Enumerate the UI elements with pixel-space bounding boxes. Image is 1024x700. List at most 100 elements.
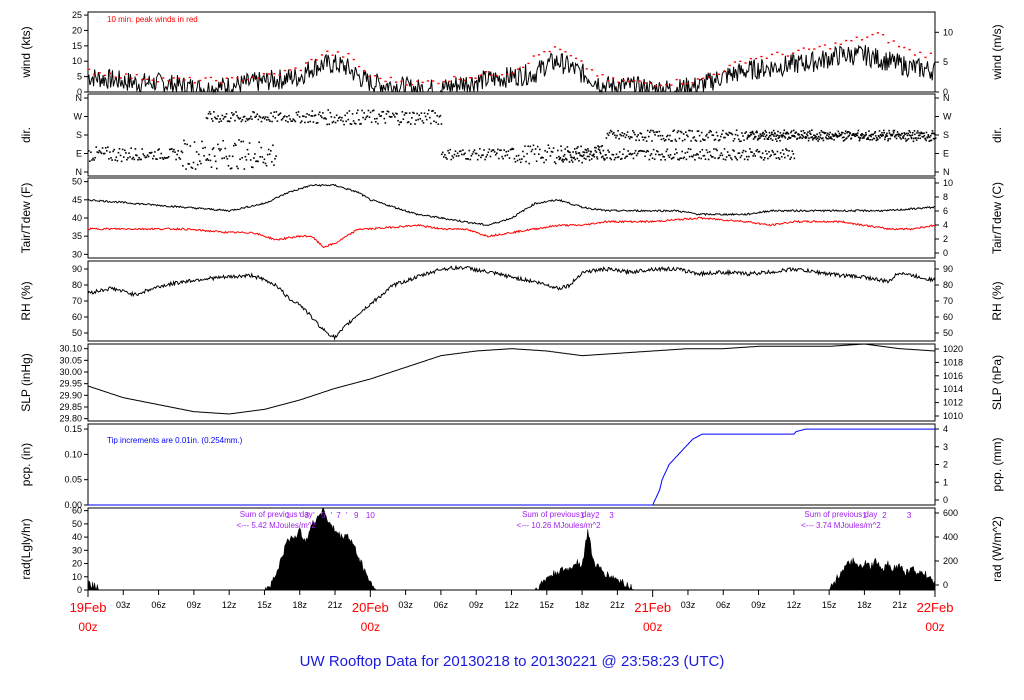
direction-point	[759, 156, 762, 158]
direction-point	[143, 154, 146, 157]
peak-wind-point	[209, 76, 212, 79]
direction-point	[698, 134, 701, 137]
direction-point	[304, 121, 306, 124]
peak-wind-point	[230, 76, 234, 79]
direction-point	[615, 136, 617, 139]
y-tick-label: N	[76, 93, 83, 103]
direction-point	[394, 116, 396, 118]
direction-point	[920, 131, 923, 134]
direction-point	[208, 111, 211, 113]
direction-point	[756, 131, 758, 134]
direction-point	[346, 112, 349, 114]
direction-point	[615, 153, 618, 156]
direction-point	[713, 139, 716, 141]
direction-point	[135, 154, 137, 156]
peak-wind-point	[850, 40, 853, 42]
direction-point	[255, 115, 258, 118]
direction-point	[804, 137, 807, 139]
direction-point	[253, 111, 255, 114]
direction-point	[437, 123, 440, 125]
direction-point	[225, 155, 228, 158]
peak-wind-point	[130, 77, 133, 79]
direction-point	[682, 157, 685, 160]
direction-point	[636, 152, 639, 155]
direction-point	[263, 158, 266, 161]
direction-point	[173, 148, 175, 151]
direction-point	[108, 158, 110, 160]
direction-point	[677, 130, 680, 132]
direction-point	[817, 135, 820, 138]
direction-point	[806, 134, 809, 137]
direction-point	[107, 146, 109, 149]
direction-point	[449, 148, 451, 151]
direction-point	[883, 129, 885, 132]
direction-point	[207, 112, 210, 115]
direction-point	[802, 129, 805, 132]
direction-point	[324, 117, 326, 119]
direction-point	[139, 158, 141, 161]
direction-point	[713, 148, 715, 150]
direction-point	[598, 146, 600, 148]
y-tick-label-right: 60	[943, 312, 953, 322]
direction-point	[642, 139, 645, 141]
direction-point	[616, 156, 619, 159]
direction-point	[602, 149, 605, 152]
peak-wind-point	[659, 84, 662, 87]
direction-point	[177, 149, 180, 152]
direction-point	[731, 158, 733, 161]
y-axis-label-right: Tair/Tdew (C)	[990, 182, 1004, 254]
direction-point	[269, 150, 272, 152]
direction-point	[919, 134, 921, 137]
direction-point	[215, 167, 218, 170]
peak-wind-point	[177, 77, 181, 79]
direction-point	[787, 132, 790, 135]
y-tick-label: 45	[72, 195, 82, 205]
direction-point	[773, 153, 776, 156]
direction-point	[777, 156, 780, 159]
peak-wind-point	[506, 73, 509, 75]
day-label: 19Feb	[70, 600, 107, 615]
direction-point	[583, 151, 586, 154]
direction-point	[733, 150, 735, 152]
direction-point	[923, 132, 925, 135]
direction-point	[844, 130, 847, 133]
direction-point	[617, 130, 619, 132]
y-tick-label: 0.15	[64, 424, 82, 434]
direction-point	[322, 112, 324, 114]
peak-wind-point	[421, 81, 424, 84]
direction-point	[608, 151, 610, 153]
direction-point	[165, 157, 168, 159]
direction-point	[230, 167, 233, 170]
direction-point	[314, 114, 317, 117]
direction-point	[566, 146, 569, 148]
direction-point	[421, 120, 424, 122]
direction-point	[369, 111, 372, 114]
direction-point	[408, 112, 411, 114]
direction-point	[332, 120, 335, 123]
direction-point	[803, 131, 806, 134]
panel-annotation: Tip increments are 0.01in. (0.254mm.)	[107, 436, 243, 445]
hour-mark: 1	[286, 511, 291, 520]
direction-point	[440, 123, 443, 125]
direction-point	[791, 150, 794, 153]
direction-point	[510, 148, 513, 151]
direction-point	[605, 154, 607, 156]
direction-point	[256, 160, 258, 162]
direction-point	[694, 139, 697, 141]
direction-point	[245, 117, 248, 120]
peak-wind-point	[839, 43, 842, 45]
direction-point	[927, 134, 930, 136]
direction-point	[286, 115, 288, 118]
peak-wind-point	[897, 45, 901, 48]
direction-point	[377, 122, 379, 125]
direction-point	[706, 151, 709, 154]
peak-wind-point	[537, 54, 541, 56]
direction-point	[827, 135, 830, 138]
direction-point	[272, 115, 274, 118]
direction-point	[435, 121, 437, 124]
direction-point	[632, 130, 634, 132]
peak-wind-point	[765, 57, 768, 59]
direction-point	[753, 136, 756, 139]
direction-point	[236, 114, 238, 117]
peak-wind-point	[601, 74, 604, 76]
